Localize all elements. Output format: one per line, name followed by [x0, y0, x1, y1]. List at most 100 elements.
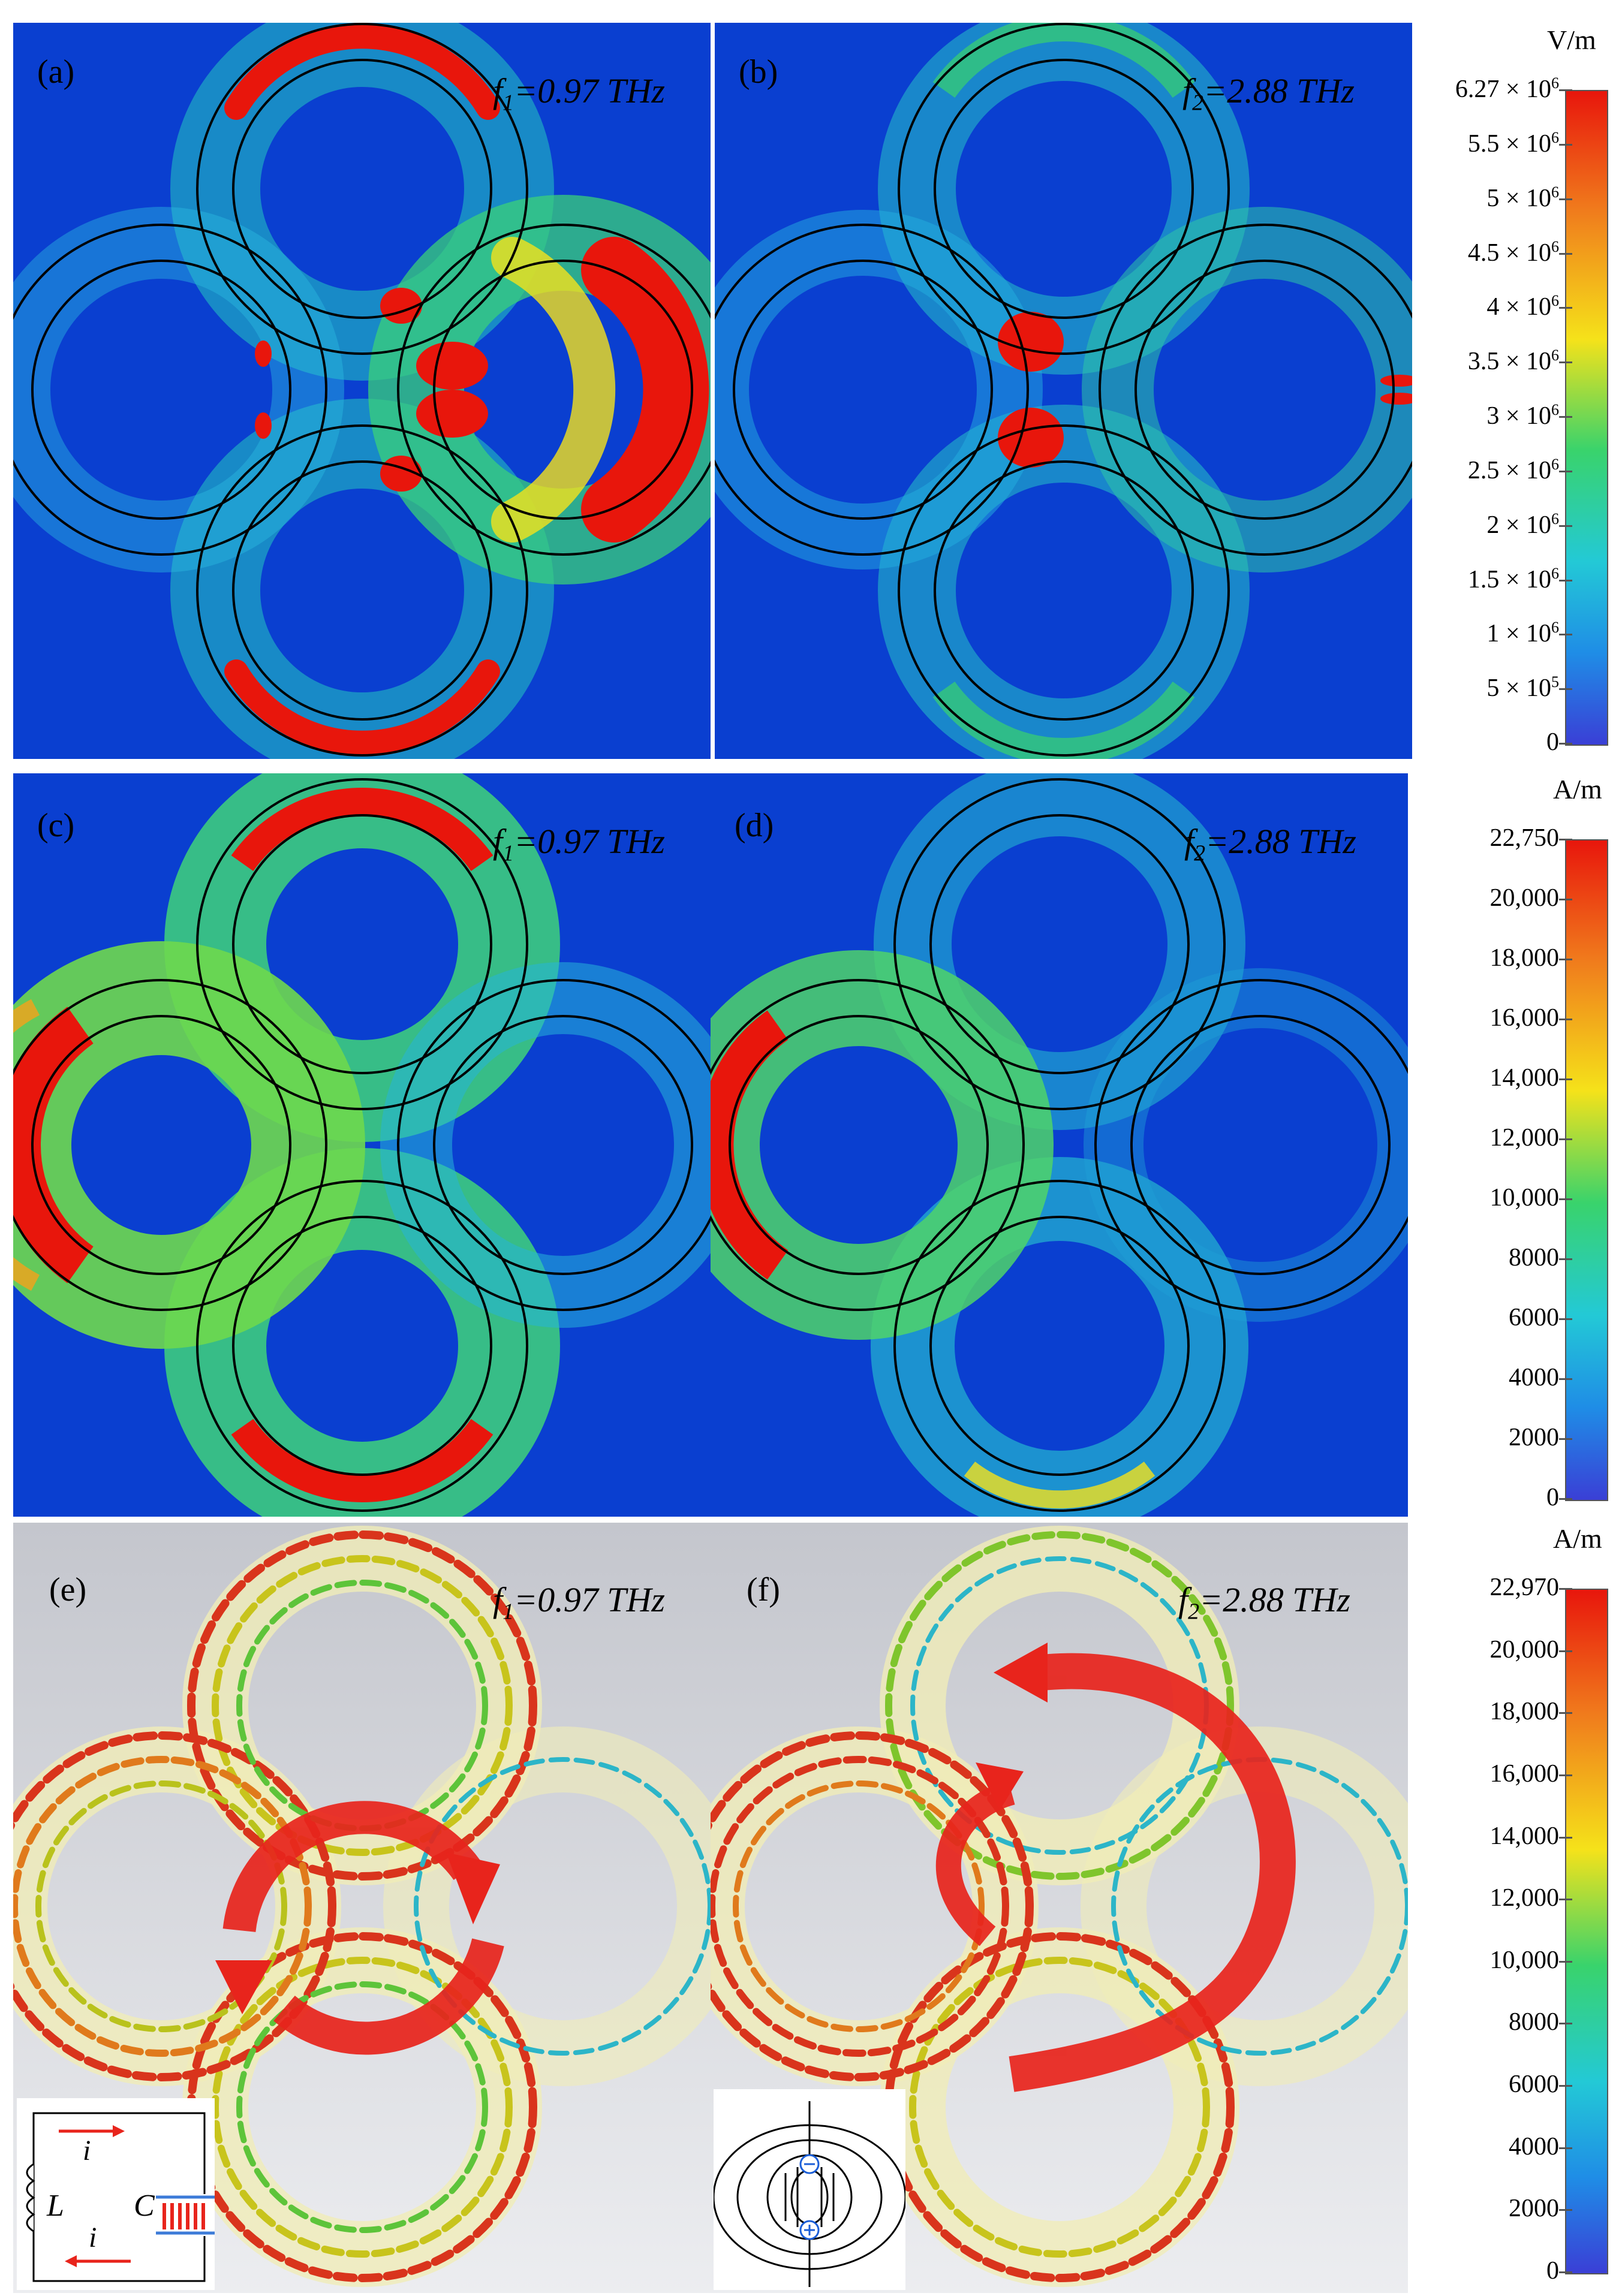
colorbar-surface-current: A/m 22,970 20,000 18,000 16,000 14,000 12,000… [1415, 1523, 1622, 2293]
panel-e: (e) f1=0.97 THz i i L C [13, 1523, 711, 2293]
colorbar-tick-mark [1559, 2085, 1572, 2087]
colorbar-tick-mark [1559, 1960, 1572, 1963]
colorbar-tick-mark [1559, 1019, 1572, 1020]
freq-value: =0.97 THz [514, 822, 665, 861]
colorbar-tick-mark [1559, 1498, 1572, 1500]
colorbar-tick-mark [1559, 252, 1572, 255]
colorbar-tick-label: 4.5 × 106 [1468, 238, 1559, 267]
tick-mantissa: 1.5 × 10 [1467, 565, 1551, 593]
colorbar-tick-mark [1559, 2209, 1572, 2211]
colorbar-tick-label: 18,000 [1490, 944, 1560, 972]
colorbar-tick-label: 14,000 [1490, 1063, 1560, 1092]
tick-mantissa: 1 × 10 [1486, 620, 1551, 648]
dipole-field-inset [714, 2089, 905, 2290]
panel-b: (b) f2=2.88 THz [715, 23, 1412, 759]
freq-subscript: 2 [1194, 840, 1206, 866]
tick-mantissa: 6000 [1509, 2071, 1559, 2099]
colorbar-tick-label: 10,000 [1490, 1183, 1560, 1212]
frequency-label-d: f2=2.88 THz [1184, 821, 1356, 867]
tick-exponent: 6 [1551, 619, 1559, 637]
colorbar-tick-label: 0 [1546, 728, 1559, 757]
panel-label-b: (b) [739, 53, 778, 91]
tick-mantissa: 10,000 [1489, 1184, 1560, 1212]
colorbar-tick-mark [1559, 899, 1572, 900]
colorbar-tick-mark [1559, 634, 1572, 636]
tick-exponent: 6 [1551, 74, 1559, 92]
colorbar-tick-mark [1559, 1774, 1572, 1776]
freq-value: =2.88 THz [1199, 1580, 1350, 1619]
colorbar-tick-label: 1.5 × 106 [1468, 565, 1559, 594]
tick-exponent: 6 [1551, 510, 1559, 528]
colorbar-tick-mark [1559, 1588, 1572, 1590]
tick-mantissa: 22,970 [1489, 1574, 1560, 1601]
frequency-label-b: f2=2.88 THz [1182, 71, 1355, 116]
tick-mantissa: 5 × 10 [1486, 184, 1551, 212]
tick-mantissa: 4 × 10 [1486, 293, 1551, 321]
freq-symbol: f [493, 822, 503, 861]
colorbar-tick-label: 8000 [1509, 1243, 1559, 1272]
tick-mantissa: 20,000 [1489, 1635, 1560, 1664]
colorbar-tick-label: 3 × 106 [1486, 401, 1559, 430]
tick-mantissa: 5 × 10 [1486, 674, 1551, 703]
capacitor-label: C [134, 2189, 155, 2223]
frequency-label-c: f1=0.97 THz [493, 821, 665, 867]
colorbar-tick-mark [1559, 2271, 1572, 2273]
colorbar-tick-mark [1559, 143, 1572, 146]
tick-mantissa: 8000 [1509, 1244, 1559, 1271]
colorbar-tick-mark [1559, 839, 1572, 840]
tick-mantissa: 3.5 × 10 [1467, 348, 1551, 376]
colorbar-tick-label: 3.5 × 106 [1468, 346, 1559, 376]
colorbar-tick-label: 2.5 × 106 [1468, 456, 1559, 485]
colorbar-tick-mark [1559, 470, 1572, 472]
freq-subscript: 1 [502, 90, 514, 116]
tick-mantissa: 16,000 [1489, 1759, 1560, 1788]
tick-exponent: 6 [1551, 183, 1559, 201]
colorbar-tick-label: 1 × 106 [1486, 619, 1559, 648]
colorbar-gradient [1565, 1589, 1608, 2274]
colorbar-tick-label: 12,000 [1490, 1123, 1560, 1152]
colorbar-tick-label: 5.5 × 106 [1468, 129, 1559, 158]
colorbar-tick-mark [1559, 1712, 1572, 1715]
colorbar-tick-mark [1559, 1078, 1572, 1080]
colorbar-tick-label: 5 × 106 [1486, 183, 1559, 213]
freq-subscript: 2 [1188, 1599, 1200, 1625]
colorbar-tick-mark [1559, 89, 1572, 91]
colorbar-tick-label: 6000 [1509, 2070, 1559, 2099]
tick-mantissa: 2 × 10 [1486, 511, 1551, 539]
colorbar-tick-mark [1559, 1318, 1572, 1320]
colorbar-unit: V/m [1547, 25, 1596, 55]
colorbar-tick-mark [1559, 361, 1572, 364]
colorbar-tick-label: 10,000 [1490, 1946, 1560, 1975]
freq-subscript: 1 [502, 1599, 514, 1625]
tick-mantissa: 12,000 [1489, 1124, 1560, 1152]
colorbar-tick-label: 22,970 [1490, 1573, 1560, 1602]
colorbar-tick-mark [1559, 198, 1572, 200]
colorbar-unit: A/m [1553, 774, 1602, 804]
colorbar-tick-label: 2000 [1509, 1423, 1559, 1452]
colorbar-tick-mark [1559, 579, 1572, 581]
tick-mantissa: 18,000 [1489, 944, 1560, 972]
lc-circuit-diagram [17, 2098, 215, 2290]
lc-circuit-inset: i i L C [17, 2098, 215, 2290]
tick-exponent: 6 [1551, 564, 1559, 582]
colorbar-tick-label: 6000 [1509, 1303, 1559, 1332]
freq-value: =0.97 THz [514, 71, 665, 110]
inductor-label: L [47, 2189, 64, 2223]
tick-mantissa: 12,000 [1489, 1884, 1560, 1912]
colorbar-tick-mark [1559, 2147, 1572, 2149]
panel-label-c: (c) [37, 807, 75, 844]
frequency-label-e: f1=0.97 THz [493, 1580, 665, 1625]
tick-mantissa: 4.5 × 10 [1467, 239, 1551, 267]
freq-symbol: f [1178, 1580, 1188, 1619]
colorbar-tick-mark [1559, 743, 1572, 745]
panel-d: (d) f2=2.88 THz [711, 773, 1408, 1517]
colorbar-tick-mark [1559, 1198, 1572, 1200]
hfield-map-c [13, 773, 711, 1517]
colorbar-tick-label: 4 × 106 [1486, 292, 1559, 321]
colorbar-tick-label: 0 [1546, 2256, 1559, 2285]
freq-subscript: 1 [502, 840, 514, 866]
tick-mantissa: 4000 [1509, 2132, 1559, 2161]
tick-exponent: 6 [1551, 455, 1559, 473]
current-label-bottom: i [89, 2222, 97, 2253]
colorbar-tick-mark [1559, 1438, 1572, 1440]
